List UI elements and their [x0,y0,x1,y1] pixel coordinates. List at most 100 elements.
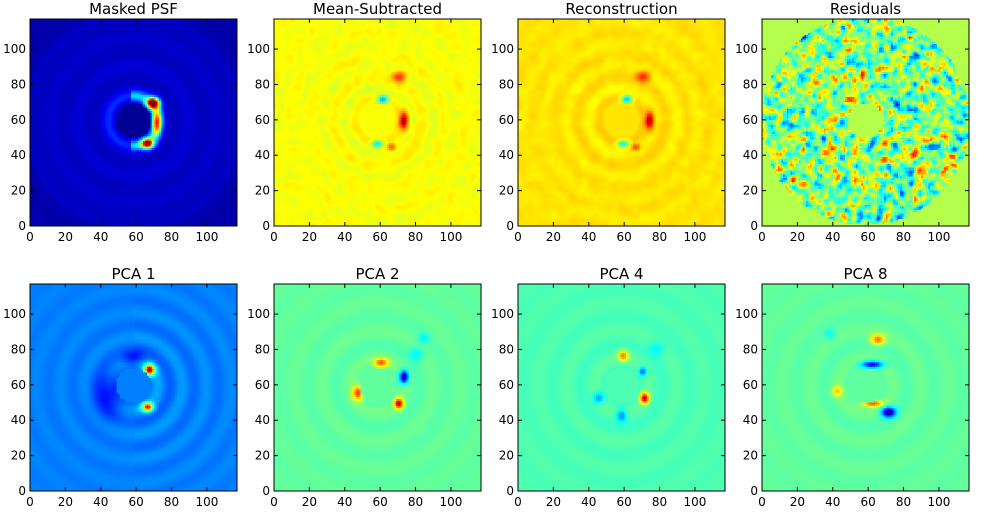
y-tick-label: 80 [499,77,514,91]
x-tick-label: 40 [581,495,596,509]
panel-title: PCA 4 [599,265,643,283]
x-tick-label: 60 [373,495,388,509]
y-tick-label: 20 [499,184,514,198]
axes-frame [517,283,726,492]
x-tick-label: 100 [195,230,218,244]
heatmap-image-7 [518,284,725,491]
y-tick-label: 80 [11,77,26,91]
panel-title: PCA 2 [355,265,399,283]
x-tick-label: 100 [927,495,950,509]
y-tick-label: 100 [735,307,758,321]
x-tick-label: 20 [302,230,317,244]
x-tick-label: 60 [129,230,144,244]
x-tick-label: 0 [270,495,278,509]
panel-title: PCA 8 [843,265,887,283]
y-tick-label: 60 [255,378,270,392]
heatmap-image-6 [274,284,481,491]
x-tick-label: 100 [439,495,462,509]
x-tick-label: 100 [683,230,706,244]
x-tick-label: 40 [581,230,596,244]
y-tick-label: 40 [11,148,26,162]
y-tick-label: 100 [3,42,26,56]
x-tick-label: 0 [270,230,278,244]
y-tick-label: 0 [506,484,514,498]
y-tick-label: 60 [743,378,758,392]
x-tick-label: 0 [26,495,34,509]
y-tick-label: 40 [255,413,270,427]
y-tick-label: 20 [743,184,758,198]
y-tick-label: 100 [491,42,514,56]
x-tick-label: 60 [861,495,876,509]
x-tick-label: 0 [514,230,522,244]
x-tick-label: 20 [546,230,561,244]
y-tick-label: 0 [506,219,514,233]
x-tick-label: 100 [195,495,218,509]
x-tick-label: 60 [129,495,144,509]
x-tick-label: 80 [652,495,667,509]
y-tick-label: 100 [3,307,26,321]
y-tick-label: 80 [499,342,514,356]
x-tick-label: 80 [164,495,179,509]
x-tick-label: 80 [408,230,423,244]
y-tick-label: 20 [743,449,758,463]
panel-8: PCA 8 0 20 40 60 80 100 0 20 40 60 80 100 [735,265,970,509]
x-tick-label: 60 [617,495,632,509]
y-tick-label: 100 [247,307,270,321]
heatmap-image-2 [274,19,481,226]
panel-4: Residuals 0 20 40 60 80 100 0 20 40 60 80 100 [735,0,970,244]
x-tick-label: 40 [337,495,352,509]
x-tick-label: 0 [26,230,34,244]
axes-frame [517,18,726,227]
x-tick-label: 80 [164,230,179,244]
x-tick-label: 80 [652,230,667,244]
axes-frame [273,18,482,227]
heatmap-image-3 [518,19,725,226]
panel-3: Reconstruction 0 20 40 60 80 100 0 20 40 60 80 100 [491,0,726,244]
y-tick-label: 80 [255,77,270,91]
y-tick-label: 20 [11,184,26,198]
x-tick-label: 0 [758,230,766,244]
y-tick-label: 20 [255,449,270,463]
y-tick-label: 20 [255,184,270,198]
y-tick-label: 60 [11,113,26,127]
axes-frame [29,18,238,227]
y-tick-label: 80 [743,77,758,91]
y-tick-label: 0 [750,484,758,498]
heatmap-image-1 [30,19,237,226]
x-tick-label: 20 [790,230,805,244]
panel-6: PCA 2 0 20 40 60 80 100 0 20 40 60 80 100 [247,265,482,509]
panel-7: PCA 4 0 20 40 60 80 100 0 20 40 60 80 100 [491,265,726,509]
x-tick-label: 40 [337,230,352,244]
axes-frame [761,283,970,492]
x-tick-label: 0 [758,495,766,509]
heatmap-image-4 [762,19,969,226]
x-tick-label: 20 [546,495,561,509]
y-tick-label: 0 [18,219,26,233]
y-tick-label: 0 [18,484,26,498]
y-tick-label: 60 [255,113,270,127]
panel-5: PCA 1 0 20 40 60 80 100 0 20 40 60 80 100 [3,265,238,509]
x-tick-label: 100 [927,230,950,244]
x-tick-label: 60 [617,230,632,244]
y-tick-label: 100 [247,42,270,56]
x-tick-label: 40 [825,495,840,509]
x-tick-label: 20 [58,495,73,509]
y-tick-label: 40 [499,413,514,427]
panel-title: Reconstruction [565,0,677,18]
y-tick-label: 0 [262,484,270,498]
x-tick-label: 20 [790,495,805,509]
x-tick-label: 40 [93,495,108,509]
y-tick-label: 100 [735,42,758,56]
panel-1: Masked PSF 0 20 40 60 80 100 0 20 40 60 80 100 [3,0,238,244]
x-tick-label: 80 [408,495,423,509]
x-tick-label: 40 [825,230,840,244]
x-tick-label: 20 [58,230,73,244]
y-tick-label: 80 [11,342,26,356]
y-tick-label: 40 [255,148,270,162]
y-tick-label: 40 [499,148,514,162]
y-tick-label: 60 [743,113,758,127]
x-tick-label: 0 [514,495,522,509]
y-tick-label: 60 [11,378,26,392]
y-tick-label: 0 [262,219,270,233]
